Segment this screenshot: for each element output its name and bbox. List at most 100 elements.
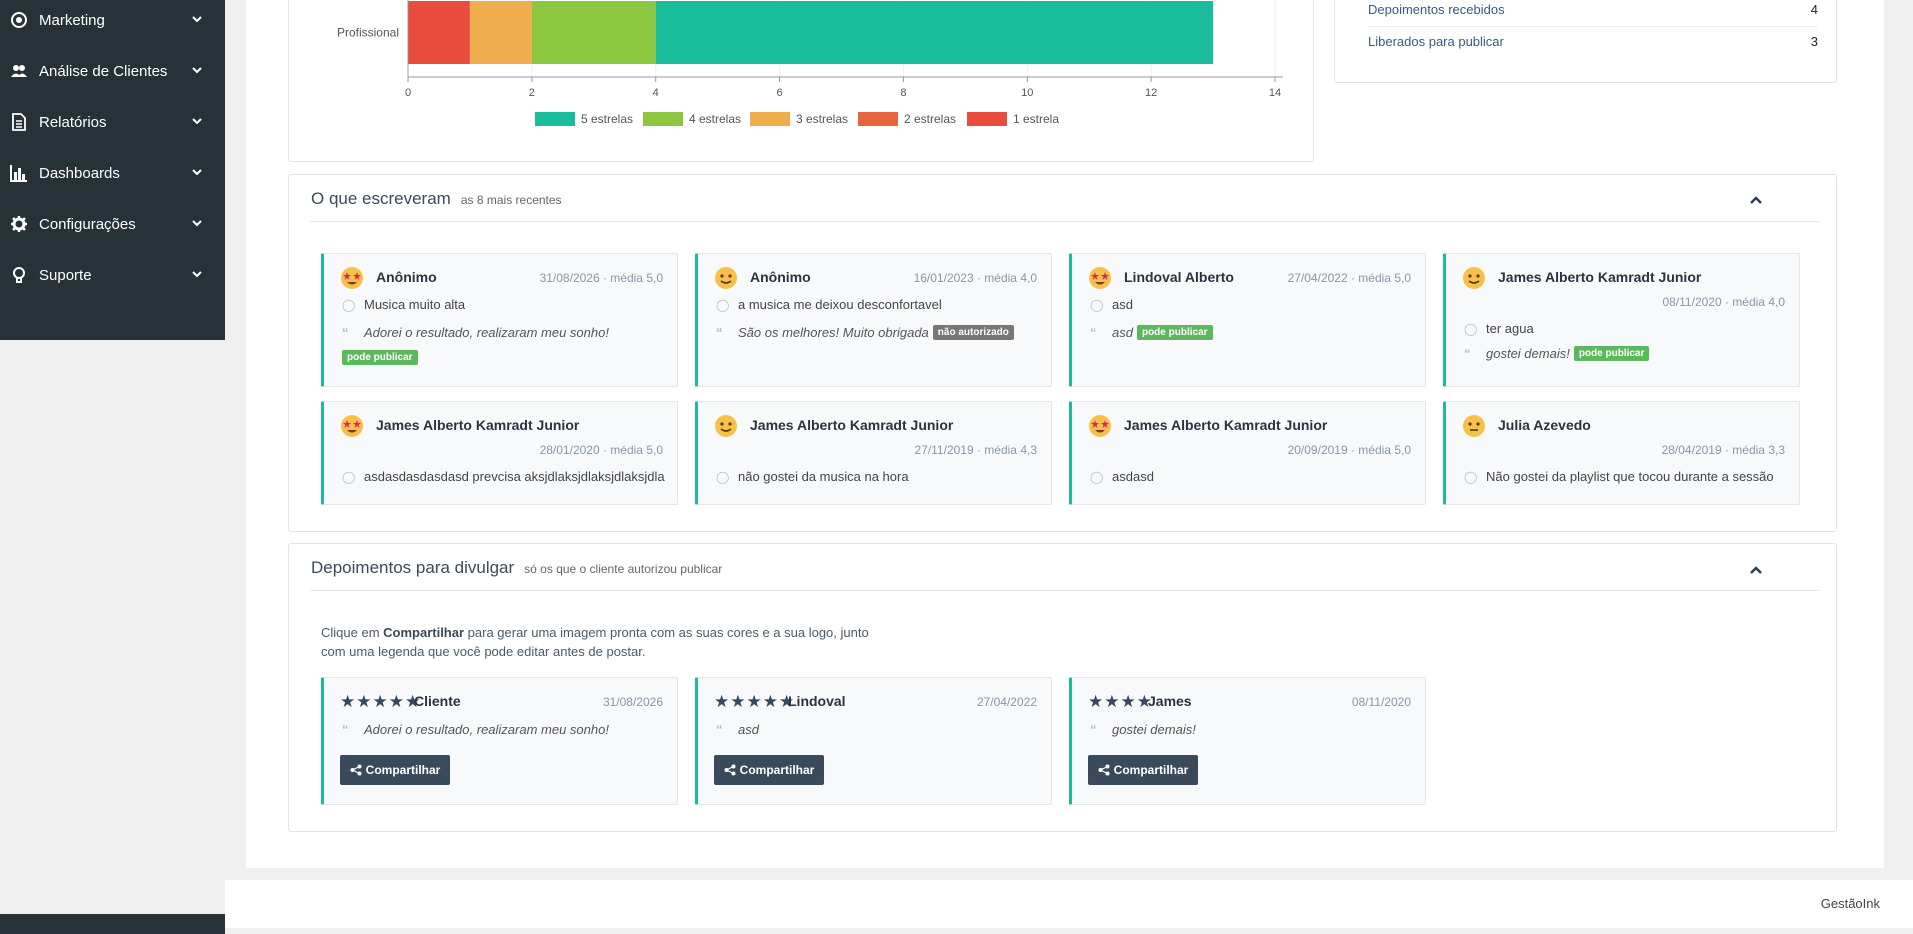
written-card: James Alberto Kamradt Junior 20/09/2019 ·…: [1069, 401, 1426, 505]
lightbulb-icon: ◯: [716, 469, 730, 484]
sidebar-item-configuracoes[interactable]: Configurações: [0, 205, 225, 245]
quote-icon: “: [342, 722, 349, 737]
author-name: James Alberto Kamradt Junior: [1498, 269, 1702, 285]
legend-label: 4 estrelas: [689, 112, 741, 126]
status-badge: pode publicar: [1573, 346, 1650, 361]
suggestion-line: ◯ não gostei da musica na hora: [716, 469, 909, 484]
quote-text: gostei demais!: [1486, 346, 1570, 361]
x-tick-label: 14: [1269, 87, 1281, 99]
lightbulb-icon: ◯: [1464, 469, 1478, 484]
sidebar-item-label: Relatórios: [39, 114, 107, 131]
legend-label: 1 estrela: [1013, 112, 1059, 126]
publish-card: ★★★★★ Lindoval 27/04/2022 “ asd Compartilhar: [695, 677, 1052, 805]
quote-icon: “: [716, 325, 723, 340]
quote-text: asd: [738, 722, 759, 737]
lightbulb-icon: ◯: [342, 297, 356, 312]
sidebar-footer: [0, 914, 225, 934]
suggestion-text: asd: [1112, 297, 1133, 312]
quote-text: gostei demais!: [1112, 722, 1196, 737]
collapse-chevron-up-icon[interactable]: [1748, 194, 1764, 206]
sidebar-item-label: Análise de Clientes: [39, 63, 168, 80]
publish-card: ★★★★★ Cliente 31/08/2026 “ Adorei o resultad…: [321, 677, 678, 805]
sidebar-item-analise-clientes[interactable]: Análise de Clientes: [0, 52, 225, 92]
author-name: James Alberto Kamradt Junior: [1124, 417, 1328, 433]
written-card: Anônimo 16/01/2023 · média 4,0 ◯ a musica m…: [695, 253, 1052, 387]
quote-text: Adorei o resultado, realizaram meu sonho…: [364, 325, 609, 340]
suggestion-line: ◯ asd: [1090, 297, 1133, 312]
suggestion-text: asdasdasdasdasd prevcisa aksjdlaksjdlaks…: [364, 469, 665, 484]
quote-line: “ São os melhores! Muito obrigada não auto…: [716, 325, 1036, 340]
sidebar-item-relatorios[interactable]: Relatórios: [0, 103, 225, 143]
sidebar-item-suporte[interactable]: Suporte: [0, 256, 225, 296]
date: 08/11/2020: [1351, 695, 1411, 709]
divider: [1368, 26, 1818, 27]
share-button[interactable]: Compartilhar: [714, 755, 824, 785]
written-card: James Alberto Kamradt Junior 08/11/2020 ·…: [1443, 253, 1800, 387]
legend-swatch: [643, 112, 683, 126]
status-badge: pode publicar: [342, 350, 418, 365]
suggestion-text: Não gostei da playlist que tocou durante…: [1486, 469, 1774, 484]
legend-swatch: [858, 112, 898, 126]
publish-intro: Clique em Compartilhar para gerar uma im…: [321, 623, 869, 661]
x-tick-label: 0: [405, 87, 411, 99]
lightbulb-icon: ◯: [716, 297, 730, 312]
legend-swatch: [535, 112, 575, 126]
quote-icon: “: [1090, 325, 1097, 340]
share-button[interactable]: Compartilhar: [1088, 755, 1198, 785]
written-card: Anônimo 31/08/2026 · média 5,0 ◯ Musica mui…: [321, 253, 678, 387]
x-tick-label: 12: [1145, 87, 1157, 99]
author-name: Cliente: [414, 693, 461, 709]
lightbulb-icon: [13, 267, 25, 283]
suggestion-text: ter agua: [1486, 321, 1534, 336]
quote-icon: “: [1090, 722, 1097, 737]
suggestion-line: ◯ asdasdasdasdasd prevcisa aksjdlaksjdlak…: [342, 469, 665, 484]
quote-line: “ Adorei o resultado, realizaram meu sonh…: [342, 325, 662, 340]
users-icon: [11, 65, 27, 77]
legend-swatch: [967, 112, 1007, 126]
author-name: Julia Azevedo: [1498, 417, 1591, 433]
section-title: O que escreveram: [311, 189, 451, 208]
bar-chart-icon: [10, 165, 27, 182]
x-tick-label: 6: [777, 87, 783, 99]
collapse-chevron-up-icon[interactable]: [1748, 564, 1764, 576]
author-name: James Alberto Kamradt Junior: [376, 417, 580, 433]
written-card: James Alberto Kamradt Junior 27/11/2019 ·…: [695, 401, 1052, 505]
stats-panel: Depoimentos recebidos 4 Liberados para p…: [1334, 0, 1837, 83]
chevron-down-icon: [192, 220, 202, 227]
star-rating: ★★★★: [1088, 692, 1153, 711]
written-title: O que escreveram as 8 mais recentes: [311, 189, 562, 209]
intro-text: para gerar uma imagem pronta com as suas…: [464, 625, 869, 640]
share-icon: [1098, 764, 1110, 776]
x-tick-label: 8: [900, 87, 906, 99]
stat-label: Depoimentos recebidos: [1368, 2, 1505, 17]
date-average: 28/04/2019 · média 3,3: [1661, 443, 1785, 457]
intro-bold: Compartilhar: [383, 625, 465, 640]
legend-swatch: [750, 112, 790, 126]
suggestion-text: Musica muito alta: [364, 297, 466, 312]
share-button[interactable]: Compartilhar: [340, 755, 450, 785]
chevron-down-icon: [192, 271, 202, 278]
section-title: Depoimentos para divulgar: [311, 558, 515, 577]
star-eyes-emoji-icon: [1089, 267, 1111, 289]
quote-text: São os melhores! Muito obrigada: [738, 325, 929, 340]
quote-line: “ asd: [716, 722, 759, 737]
suggestion-line: ◯ Musica muito alta: [342, 297, 465, 312]
author-name: Anônimo: [376, 269, 437, 285]
star-rating: ★★★★★: [340, 692, 422, 711]
quote-line: “ asd pode publicar: [1090, 325, 1410, 340]
stat-label: Liberados para publicar: [1368, 34, 1504, 49]
bar-segment: [655, 1, 1214, 64]
stat-value: 4: [1810, 2, 1818, 17]
sidebar-item-label: Marketing: [39, 12, 105, 29]
quote-icon: “: [1464, 346, 1471, 361]
sidebar-item-label: Configurações: [39, 216, 136, 233]
status-badge: não autorizado: [932, 325, 1014, 340]
sidebar-item-dashboards[interactable]: Dashboards: [0, 154, 225, 194]
sidebar-item-marketing[interactable]: Marketing: [0, 1, 225, 41]
ratings-chart-panel: 0 2 4 6 8 10 12 14 Profissional 5 estrelas 4 estre…: [288, 0, 1314, 162]
intro-text: Clique em: [321, 625, 384, 640]
star-eyes-emoji-icon: [1089, 415, 1111, 437]
gear-icon: [11, 216, 27, 232]
date-average: 28/01/2020 · média 5,0: [539, 443, 663, 457]
share-label: Compartilhar: [739, 763, 815, 777]
